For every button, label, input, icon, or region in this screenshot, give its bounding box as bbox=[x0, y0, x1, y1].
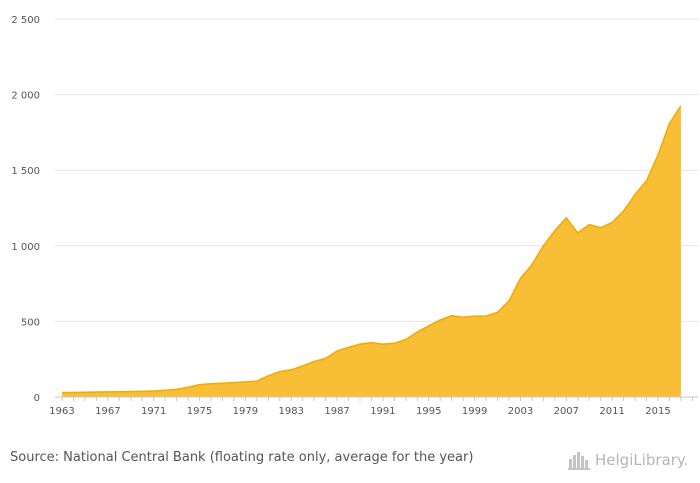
y-tick-label-0: 0 bbox=[34, 393, 40, 404]
area-line bbox=[61, 105, 682, 394]
y-tick-label-1500: 1 500 bbox=[11, 166, 40, 177]
x-tick-label-2003: 2003 bbox=[508, 406, 533, 417]
helgi-library-wordmark: HelgiLibrary. bbox=[595, 451, 689, 469]
y-tick-label-1000: 1 000 bbox=[11, 242, 40, 253]
x-tick-label-1979: 1979 bbox=[233, 406, 258, 417]
helgi-library-icon bbox=[568, 452, 590, 470]
source-note: Source: National Central Bank (floating … bbox=[10, 450, 474, 465]
x-tick-label-1987: 1987 bbox=[324, 406, 349, 417]
x-tick-label-1967: 1967 bbox=[95, 406, 120, 417]
x-tick-label-2015: 2015 bbox=[645, 406, 670, 417]
area-series bbox=[61, 105, 682, 398]
x-tick-label-1983: 1983 bbox=[279, 406, 304, 417]
x-tick-label-1971: 1971 bbox=[141, 406, 166, 417]
helgi-library-logo: HelgiLibrary. bbox=[568, 449, 688, 471]
area-chart: 0 500 1 000 1 500 2 000 2 500 1963 1967 1971 1975… bbox=[11, 15, 698, 417]
x-tick-label-1975: 1975 bbox=[187, 406, 212, 417]
x-tick-label-2007: 2007 bbox=[554, 406, 579, 417]
x-tick-label-1963: 1963 bbox=[49, 406, 74, 417]
x-tick-label-1995: 1995 bbox=[416, 406, 441, 417]
x-tick-label-2011: 2011 bbox=[599, 406, 624, 417]
y-tick-label-500: 500 bbox=[21, 317, 40, 328]
area-fill bbox=[62, 105, 681, 398]
y-tick-label-2000: 2 000 bbox=[11, 91, 40, 102]
axes: 0 500 1 000 1 500 2 000 2 500 1963 1967 1971 1975… bbox=[11, 15, 698, 417]
x-tick-label-1991: 1991 bbox=[370, 406, 395, 417]
x-tick-label-1999: 1999 bbox=[462, 406, 487, 417]
y-tick-label-2500: 2 500 bbox=[11, 15, 40, 26]
